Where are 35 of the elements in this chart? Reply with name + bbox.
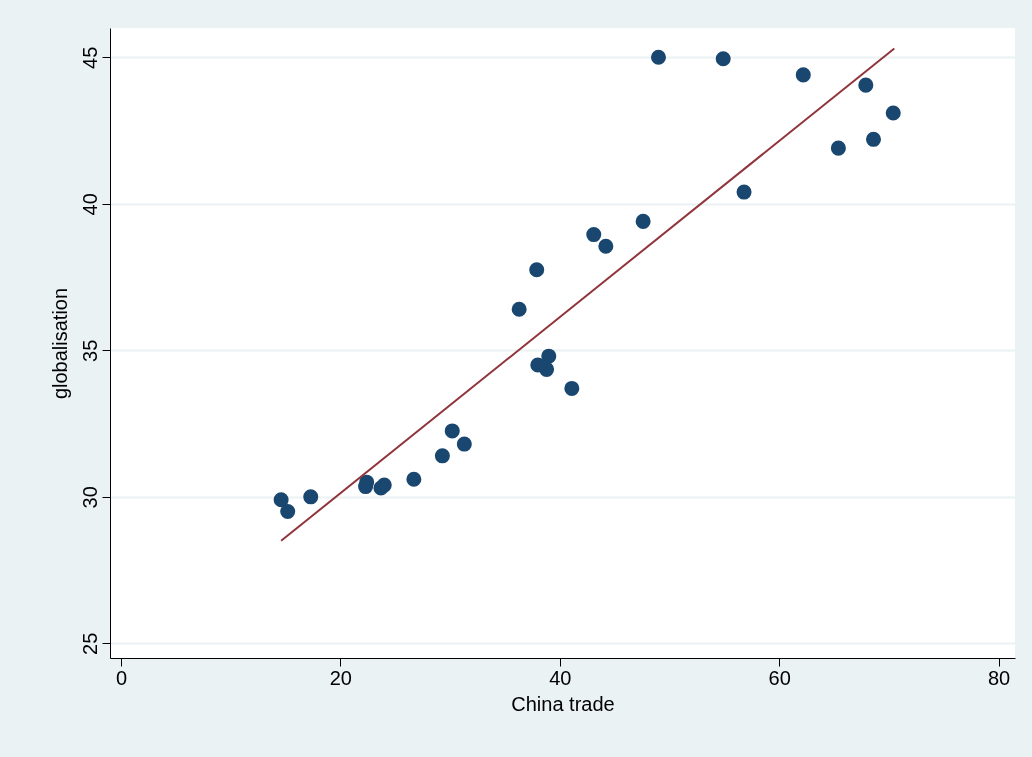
point [858, 77, 874, 93]
point [598, 238, 614, 254]
x-tick-label: 20 [329, 666, 352, 689]
point [280, 503, 296, 519]
point [303, 489, 319, 505]
point [444, 423, 460, 439]
point [541, 348, 557, 364]
point [650, 49, 666, 65]
point [865, 131, 882, 147]
point [434, 448, 450, 464]
point [406, 471, 422, 487]
point [456, 436, 472, 452]
x-tick-label: 40 [549, 666, 572, 689]
x-axis-title: China trade [511, 692, 615, 715]
point [736, 184, 752, 200]
point [564, 380, 580, 396]
point [830, 140, 846, 156]
x-tick-label: 0 [115, 666, 128, 689]
point [529, 262, 545, 278]
x-tick-label: 60 [768, 666, 791, 689]
y-tick-label: 40 [78, 193, 101, 216]
point [511, 301, 527, 317]
point [635, 213, 651, 229]
x-tick-label: 80 [987, 666, 1011, 689]
y-axis-title: globalisation [48, 287, 71, 400]
y-tick-label: 25 [78, 632, 101, 655]
y-tick-label: 45 [78, 46, 101, 69]
point [539, 361, 555, 377]
y-tick-label: 30 [78, 486, 101, 509]
point [795, 67, 811, 83]
point [715, 51, 731, 67]
y-tick-label: 35 [78, 339, 101, 362]
point [586, 227, 602, 243]
point [273, 492, 289, 508]
point [885, 105, 901, 121]
